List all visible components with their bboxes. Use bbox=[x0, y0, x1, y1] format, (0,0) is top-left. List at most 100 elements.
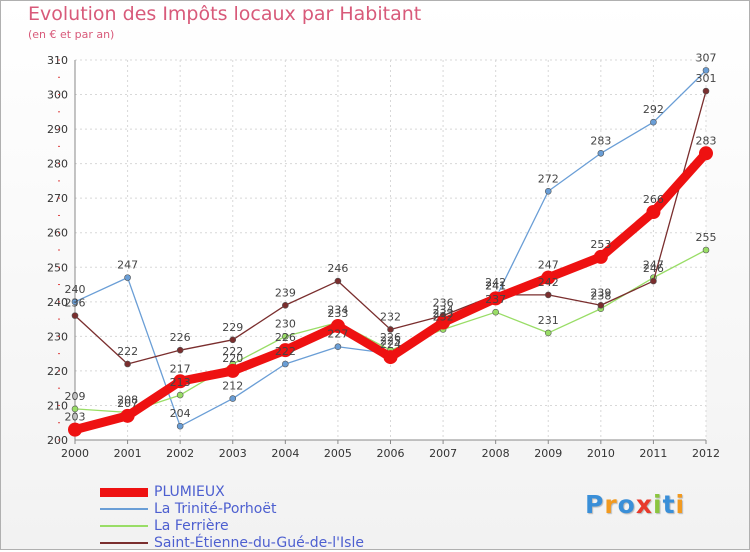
y-tick-label: 270 bbox=[47, 192, 68, 205]
logo-letter: i bbox=[675, 490, 686, 519]
data-point bbox=[492, 308, 499, 316]
y-tick-label: 200 bbox=[47, 434, 68, 447]
data-label: 232 bbox=[433, 310, 454, 323]
data-label: 301 bbox=[696, 72, 717, 85]
y-tick-label: 210 bbox=[47, 399, 68, 412]
data-label: 234 bbox=[327, 304, 348, 317]
data-label: 247 bbox=[117, 259, 138, 272]
data-point bbox=[488, 291, 503, 306]
data-point bbox=[334, 343, 342, 351]
legend-swatch bbox=[100, 542, 148, 544]
data-label: 233 bbox=[327, 307, 348, 320]
legend-label: La Trinité-Porhoët bbox=[154, 501, 277, 517]
y-tick-label: 280 bbox=[47, 158, 68, 171]
data-point bbox=[330, 319, 345, 333]
y-tick-label: 240 bbox=[47, 296, 68, 309]
data-point bbox=[176, 422, 184, 430]
logo-letter: i bbox=[653, 490, 663, 519]
logo-letter: r bbox=[604, 490, 618, 519]
data-label: 226 bbox=[275, 331, 296, 344]
data-point bbox=[71, 405, 79, 413]
x-tick-label: 2005 bbox=[324, 447, 352, 460]
data-label: 237 bbox=[485, 293, 506, 306]
data-point bbox=[225, 363, 240, 378]
proxiti-logo: Proxiti bbox=[585, 490, 685, 519]
data-point bbox=[544, 187, 552, 195]
data-label: 220 bbox=[222, 352, 243, 365]
data-label: 204 bbox=[170, 407, 191, 420]
data-point bbox=[229, 395, 237, 402]
data-point bbox=[702, 87, 710, 95]
logo-letter: P bbox=[585, 490, 605, 519]
data-label: 239 bbox=[590, 286, 611, 299]
y-tick-label: 220 bbox=[47, 365, 68, 378]
x-tick-label: 2002 bbox=[166, 447, 194, 460]
x-tick-label: 2011 bbox=[639, 447, 667, 460]
y-tick-label: 310 bbox=[47, 54, 68, 67]
data-label: 203 bbox=[65, 411, 86, 424]
data-point bbox=[597, 301, 605, 309]
data-label: 213 bbox=[170, 376, 191, 389]
data-label: 247 bbox=[538, 259, 559, 272]
data-point bbox=[176, 391, 184, 399]
data-label: 255 bbox=[696, 231, 717, 244]
data-label: 292 bbox=[643, 103, 664, 116]
x-tick-label: 2006 bbox=[377, 447, 405, 460]
data-point bbox=[646, 205, 661, 219]
data-point bbox=[176, 346, 184, 354]
x-tick-label: 2007 bbox=[429, 447, 457, 460]
x-tick-label: 2003 bbox=[219, 447, 247, 460]
data-label: 247 bbox=[643, 259, 664, 272]
y-tick-label: 300 bbox=[47, 89, 68, 102]
logo-letter: x bbox=[635, 490, 653, 519]
data-label: 283 bbox=[590, 134, 611, 147]
data-label: 224 bbox=[380, 338, 401, 351]
legend-label: Saint-Étienne-du-Gué-de-l'Isle bbox=[154, 535, 364, 551]
data-point bbox=[120, 408, 135, 423]
data-label: 231 bbox=[538, 314, 559, 327]
chart-title: Evolution des Impôts locaux par Habitant bbox=[28, 3, 422, 25]
data-label: 236 bbox=[433, 297, 454, 310]
data-point bbox=[593, 249, 608, 264]
data-label: 242 bbox=[538, 276, 559, 289]
data-label: 207 bbox=[117, 397, 138, 410]
legend-label: PLUMIEUX bbox=[154, 484, 225, 500]
data-label: 217 bbox=[170, 362, 191, 375]
data-point bbox=[282, 333, 289, 340]
data-label: 236 bbox=[65, 297, 86, 310]
data-point bbox=[436, 315, 451, 330]
chart-subtitle: (en € et par an) bbox=[28, 28, 115, 41]
y-tick-label: 260 bbox=[47, 227, 68, 240]
data-label: 272 bbox=[538, 172, 559, 185]
data-label: 240 bbox=[65, 283, 86, 296]
x-tick-label: 2009 bbox=[534, 447, 562, 460]
data-label: 230 bbox=[275, 317, 296, 330]
data-point bbox=[650, 277, 657, 285]
x-tick-label: 2012 bbox=[692, 447, 720, 460]
legend-swatch bbox=[100, 487, 148, 497]
data-label: 246 bbox=[643, 262, 664, 275]
data-point bbox=[702, 246, 710, 254]
data-point bbox=[699, 146, 713, 161]
data-point bbox=[278, 343, 293, 358]
data-point bbox=[544, 291, 552, 299]
y-tick-label: 250 bbox=[47, 261, 68, 274]
data-label: 283 bbox=[696, 134, 717, 147]
data-label: 226 bbox=[170, 331, 191, 344]
data-label: 246 bbox=[327, 262, 348, 275]
data-point bbox=[68, 422, 82, 437]
y-tick-label: 290 bbox=[47, 123, 68, 136]
data-label: 239 bbox=[275, 286, 296, 299]
data-point bbox=[71, 312, 79, 319]
data-label: 209 bbox=[65, 390, 86, 403]
data-point bbox=[597, 149, 605, 157]
x-tick-label: 2001 bbox=[114, 447, 142, 460]
data-label: 226 bbox=[380, 331, 401, 344]
legend-label: La Ferrière bbox=[154, 518, 229, 534]
legend-swatch bbox=[100, 508, 148, 510]
data-point bbox=[383, 350, 398, 365]
data-label: 241 bbox=[485, 279, 506, 292]
data-point bbox=[282, 360, 289, 368]
data-label: 232 bbox=[380, 310, 401, 323]
